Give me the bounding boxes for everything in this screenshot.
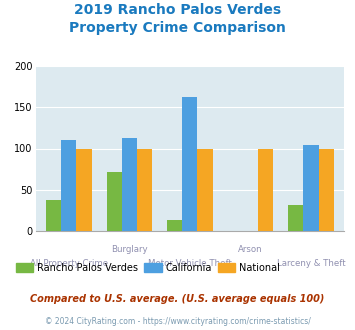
Bar (319, 148, 334, 231)
Text: Compared to U.S. average. (U.S. average equals 100): Compared to U.S. average. (U.S. average … (30, 294, 325, 304)
Bar (137, 148, 152, 231)
Text: Larceny & Theft: Larceny & Theft (277, 259, 345, 268)
Legend: Rancho Palos Verdes, California, National: Rancho Palos Verdes, California, Nationa… (12, 259, 284, 277)
Bar (258, 148, 273, 231)
Text: Motor Vehicle Theft: Motor Vehicle Theft (148, 259, 232, 268)
Text: Arson: Arson (238, 245, 263, 254)
Bar (288, 205, 304, 231)
Bar (197, 148, 213, 231)
Text: © 2024 CityRating.com - https://www.cityrating.com/crime-statistics/: © 2024 CityRating.com - https://www.city… (45, 317, 310, 326)
Text: 2019 Rancho Palos Verdes
Property Crime Comparison: 2019 Rancho Palos Verdes Property Crime … (69, 3, 286, 35)
Text: Burglary: Burglary (111, 245, 148, 254)
Bar (46, 200, 61, 231)
Bar (61, 140, 76, 231)
Bar (167, 220, 182, 231)
Bar (76, 148, 92, 231)
Bar (304, 145, 319, 231)
Bar (106, 172, 122, 231)
Text: All Property Crime: All Property Crime (30, 259, 108, 268)
Bar (182, 96, 197, 231)
Bar (122, 138, 137, 231)
